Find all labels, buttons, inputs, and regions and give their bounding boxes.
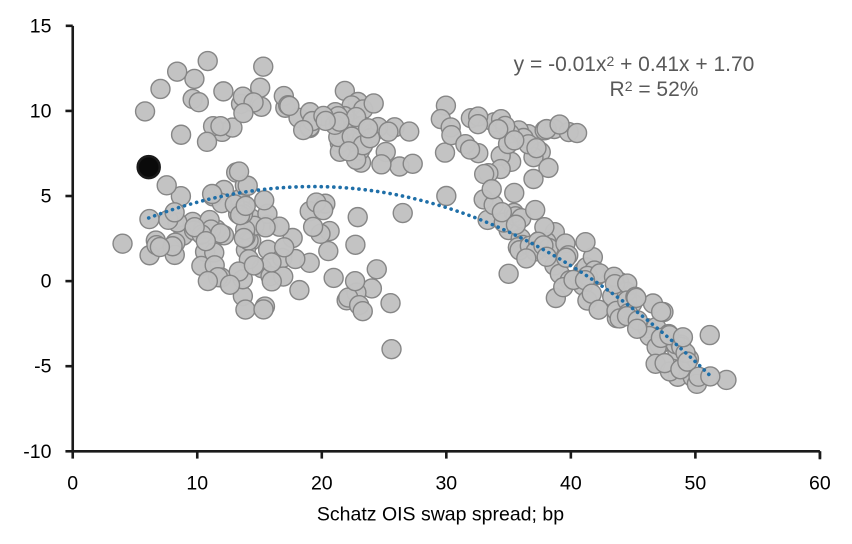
svg-text:30: 30 bbox=[435, 472, 457, 494]
svg-text:5: 5 bbox=[41, 186, 52, 208]
svg-text:50: 50 bbox=[685, 472, 707, 494]
svg-text:10: 10 bbox=[186, 472, 208, 494]
svg-text:0: 0 bbox=[41, 271, 52, 293]
svg-text:40: 40 bbox=[560, 472, 582, 494]
svg-text:10: 10 bbox=[30, 100, 52, 122]
svg-text:60: 60 bbox=[809, 472, 831, 494]
svg-text:0: 0 bbox=[67, 472, 78, 494]
svg-text:15: 15 bbox=[30, 15, 52, 37]
svg-text:-10: -10 bbox=[23, 441, 51, 463]
svg-text:Schatz OIS swap spread; bp: Schatz OIS swap spread; bp bbox=[317, 504, 564, 526]
svg-text:y = -0.01x2 + 0.41x + 1.70: y = -0.01x2 + 0.41x + 1.70 bbox=[514, 53, 755, 76]
svg-text:20: 20 bbox=[311, 472, 333, 494]
svg-text:R2 = 52%: R2 = 52% bbox=[610, 78, 699, 101]
svg-text:-5: -5 bbox=[34, 356, 51, 378]
